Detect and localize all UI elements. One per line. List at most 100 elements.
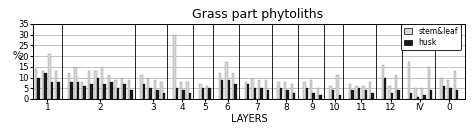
Bar xyxy=(175,88,178,99)
Bar xyxy=(362,86,365,99)
Bar xyxy=(94,71,97,99)
Bar xyxy=(90,84,92,99)
Bar xyxy=(312,93,315,99)
Bar xyxy=(88,71,90,99)
Bar xyxy=(356,86,358,99)
Bar xyxy=(232,73,234,99)
Bar xyxy=(254,88,256,99)
Bar xyxy=(397,90,400,99)
Bar xyxy=(128,80,130,99)
Bar xyxy=(351,90,354,99)
Bar xyxy=(201,88,204,99)
Bar xyxy=(208,88,210,99)
Bar xyxy=(37,77,40,99)
Bar xyxy=(35,69,37,99)
Bar xyxy=(70,82,73,99)
Bar xyxy=(160,82,163,99)
Bar xyxy=(251,77,254,99)
Bar xyxy=(277,82,280,99)
Bar xyxy=(156,90,159,99)
Bar xyxy=(234,84,237,99)
Bar xyxy=(417,97,419,99)
Bar xyxy=(267,90,269,99)
Bar xyxy=(286,90,289,99)
Bar xyxy=(317,88,319,99)
Bar xyxy=(245,82,247,99)
Bar xyxy=(280,88,282,99)
Bar xyxy=(103,84,106,99)
Bar xyxy=(410,93,412,99)
Bar xyxy=(83,86,86,99)
Bar xyxy=(382,65,384,99)
Y-axis label: %: % xyxy=(12,51,21,61)
Bar xyxy=(108,75,110,99)
Bar xyxy=(219,73,221,99)
Bar xyxy=(147,77,149,99)
Bar xyxy=(77,82,79,99)
Bar xyxy=(258,80,260,99)
Bar xyxy=(303,82,306,99)
Bar xyxy=(428,67,430,99)
Bar xyxy=(260,88,263,99)
Bar xyxy=(225,62,228,99)
Text: Grass part phytoliths: Grass part phytoliths xyxy=(192,8,323,21)
Bar xyxy=(186,82,189,99)
Bar xyxy=(329,86,332,99)
Bar xyxy=(221,80,223,99)
Bar xyxy=(130,90,133,99)
Bar xyxy=(114,80,117,99)
Bar xyxy=(391,93,393,99)
Bar xyxy=(338,95,341,99)
Bar xyxy=(454,71,456,99)
Bar xyxy=(173,34,175,99)
Bar xyxy=(365,90,367,99)
Bar xyxy=(117,88,119,99)
Bar xyxy=(310,80,312,99)
Bar xyxy=(395,75,397,99)
Bar xyxy=(443,86,445,99)
Bar xyxy=(456,90,458,99)
Bar xyxy=(55,71,57,99)
Bar xyxy=(81,82,83,99)
Legend: stem&leaf, husk: stem&leaf, husk xyxy=(401,24,461,50)
Bar xyxy=(180,82,182,99)
Bar xyxy=(97,77,99,99)
Bar xyxy=(264,80,267,99)
Bar xyxy=(110,82,112,99)
Bar xyxy=(154,80,156,99)
Bar xyxy=(332,90,334,99)
Bar xyxy=(358,88,360,99)
Bar xyxy=(247,84,249,99)
Bar xyxy=(149,88,152,99)
Bar xyxy=(284,82,286,99)
Bar xyxy=(51,82,53,99)
Bar xyxy=(440,77,443,99)
Bar xyxy=(57,82,60,99)
Bar xyxy=(291,84,293,99)
Bar xyxy=(349,84,351,99)
Bar xyxy=(388,86,391,99)
Bar xyxy=(447,80,449,99)
Bar xyxy=(68,73,70,99)
Bar xyxy=(189,93,191,99)
Bar xyxy=(123,84,126,99)
Bar xyxy=(74,67,77,99)
Bar xyxy=(449,88,452,99)
Bar xyxy=(371,93,374,99)
Bar xyxy=(319,95,321,99)
Bar xyxy=(199,84,201,99)
Bar xyxy=(384,77,386,99)
Bar xyxy=(336,75,338,99)
Bar xyxy=(369,82,371,99)
X-axis label: LAYERS: LAYERS xyxy=(230,114,267,124)
Bar xyxy=(42,71,44,99)
Bar xyxy=(408,62,410,99)
Bar xyxy=(143,84,145,99)
Bar xyxy=(206,86,208,99)
Bar xyxy=(140,75,143,99)
Bar xyxy=(48,54,51,99)
Bar xyxy=(306,88,308,99)
Bar xyxy=(228,80,230,99)
Bar xyxy=(430,90,432,99)
Bar xyxy=(182,90,185,99)
